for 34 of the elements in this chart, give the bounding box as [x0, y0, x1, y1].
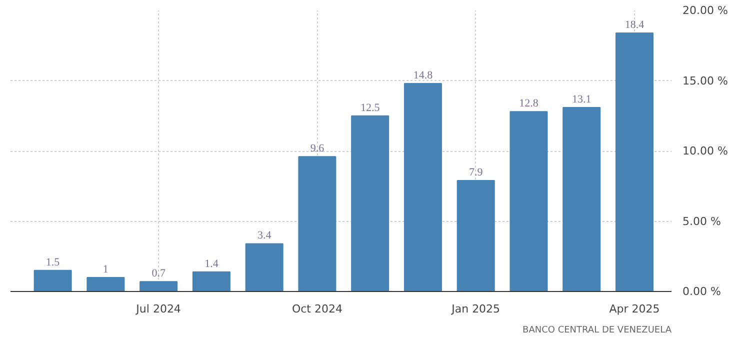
bar — [245, 243, 284, 292]
y-tick-label: 15.00 % — [682, 74, 728, 88]
x-tick-label: Apr 2025 — [609, 302, 660, 316]
bar — [86, 276, 125, 292]
data-label: 0.7 — [152, 268, 166, 280]
data-label: 3.4 — [257, 230, 272, 242]
data-label: 14.8 — [413, 70, 434, 82]
bar — [298, 156, 336, 292]
data-label: 12.8 — [519, 98, 539, 110]
bar — [34, 270, 72, 292]
y-tick-label: 0.00 % — [682, 285, 721, 298]
data-label: 9.6 — [310, 142, 325, 155]
x-tick-label: Jan 2025 — [450, 302, 500, 316]
data-label: 7.9 — [468, 166, 484, 179]
bar — [615, 32, 654, 292]
data-label: 12.5 — [360, 102, 380, 114]
x-tick-label: Oct 2024 — [292, 302, 342, 316]
x-tick-label: Jul 2024 — [135, 302, 181, 316]
text: BANCO CENTRAL DE VENEZUELA — [522, 326, 672, 336]
bar — [404, 83, 442, 292]
data-label: 13.1 — [572, 93, 592, 106]
data-label: 1 — [102, 263, 108, 276]
bar — [351, 115, 390, 292]
y-tick-label: 20.00 % — [682, 4, 728, 17]
bar — [562, 106, 601, 292]
bar — [140, 281, 178, 292]
data-label: 18.4 — [624, 18, 645, 31]
bar — [456, 180, 495, 292]
y-tick-label: 10.00 % — [682, 144, 728, 158]
bar — [510, 111, 548, 292]
y-tick-label: 5.00 % — [682, 214, 721, 228]
data-label: 1.4 — [204, 258, 219, 270]
data-label: 1.5 — [46, 256, 60, 268]
bar — [192, 271, 230, 292]
